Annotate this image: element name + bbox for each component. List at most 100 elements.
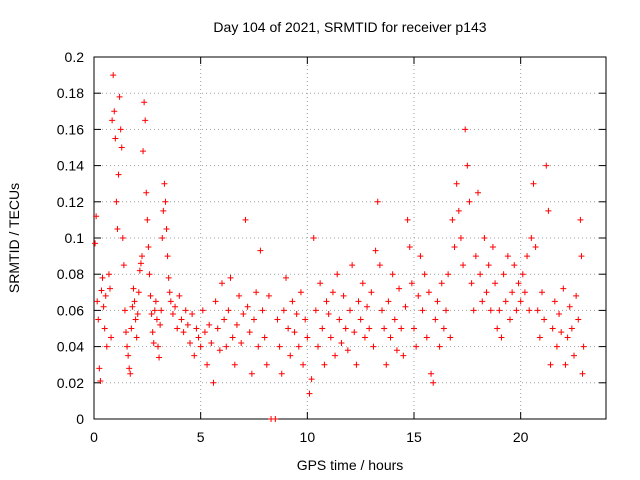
data-point <box>229 334 236 341</box>
data-point <box>389 271 396 278</box>
data-point <box>578 253 585 260</box>
data-point <box>304 334 311 341</box>
data-point <box>323 298 330 305</box>
data-point <box>251 316 257 323</box>
data-point <box>460 262 467 269</box>
data-point <box>445 271 452 278</box>
data-point <box>141 99 148 106</box>
data-point <box>466 198 473 205</box>
data-point <box>257 247 264 254</box>
data-point <box>560 285 567 292</box>
data-point <box>536 334 543 341</box>
data-point <box>545 207 552 214</box>
data-point <box>101 325 108 332</box>
data-point <box>265 292 272 299</box>
x-tick-label: 20 <box>513 429 529 445</box>
data-point <box>411 325 417 332</box>
data-point <box>137 260 144 267</box>
data-point <box>327 334 334 341</box>
data-point <box>470 307 477 314</box>
data-point <box>131 298 138 305</box>
data-point <box>342 325 349 332</box>
data-point <box>457 235 464 241</box>
y-tick-label: 0.04 <box>57 339 84 355</box>
data-point <box>580 343 587 350</box>
data-point <box>189 311 196 318</box>
data-point <box>415 292 422 299</box>
data-point <box>285 325 292 332</box>
data-point <box>310 235 317 241</box>
data-point <box>165 274 172 281</box>
data-point <box>150 339 157 346</box>
data-point <box>163 225 170 232</box>
data-point <box>302 316 309 323</box>
data-point <box>227 274 234 281</box>
data-point <box>231 361 238 368</box>
data-point <box>172 303 179 310</box>
data-point <box>123 329 129 336</box>
data-point <box>120 262 127 269</box>
data-point <box>149 329 156 336</box>
data-point <box>195 334 202 341</box>
data-point <box>376 262 383 269</box>
data-point <box>543 162 550 169</box>
data-point <box>176 292 183 299</box>
data-point <box>201 329 208 336</box>
data-point <box>347 307 353 314</box>
x-tick-label: 10 <box>300 429 316 445</box>
data-point <box>504 253 511 260</box>
data-point <box>349 262 356 269</box>
data-point <box>182 307 189 314</box>
data-point <box>96 365 103 372</box>
data-point <box>199 307 206 314</box>
x-tick-label: 15 <box>406 429 422 445</box>
data-point <box>95 316 102 323</box>
data-point <box>210 379 217 386</box>
data-point <box>158 307 165 314</box>
data-point <box>368 289 375 296</box>
data-point <box>293 311 300 318</box>
data-point <box>329 289 336 296</box>
data-point <box>381 325 388 332</box>
data-point <box>253 289 260 296</box>
data-point <box>526 307 533 314</box>
data-point <box>485 262 492 269</box>
data-point <box>153 316 160 323</box>
data-point <box>144 216 151 223</box>
data-point <box>515 280 522 287</box>
data-point <box>398 325 405 332</box>
data-point <box>364 303 371 310</box>
data-point <box>102 292 109 299</box>
x-tick-label: 5 <box>197 429 205 445</box>
data-point <box>430 379 437 386</box>
data-point <box>124 343 131 350</box>
data-point <box>406 244 413 251</box>
data-point <box>147 292 154 299</box>
data-point <box>521 289 528 296</box>
data-point <box>507 316 513 323</box>
data-point <box>140 148 147 155</box>
data-point <box>577 216 584 223</box>
data-point <box>334 271 341 278</box>
data-point <box>146 271 153 278</box>
data-point <box>477 271 484 278</box>
data-point <box>494 325 501 332</box>
data-point <box>447 334 454 341</box>
data-point <box>121 307 128 314</box>
data-point <box>449 216 456 223</box>
data-point <box>162 198 169 205</box>
x-axis-label: GPS time / hours <box>297 457 404 473</box>
data-point <box>464 162 471 169</box>
data-point <box>208 339 215 346</box>
data-point <box>92 240 99 247</box>
data-point <box>212 298 219 305</box>
data-point <box>223 343 230 350</box>
data-point <box>114 225 121 232</box>
y-tick-label: 0.12 <box>57 194 84 210</box>
data-point <box>436 343 443 350</box>
data-point <box>184 321 191 328</box>
data-point <box>233 321 240 328</box>
data-point <box>489 244 496 251</box>
data-point <box>111 108 118 115</box>
